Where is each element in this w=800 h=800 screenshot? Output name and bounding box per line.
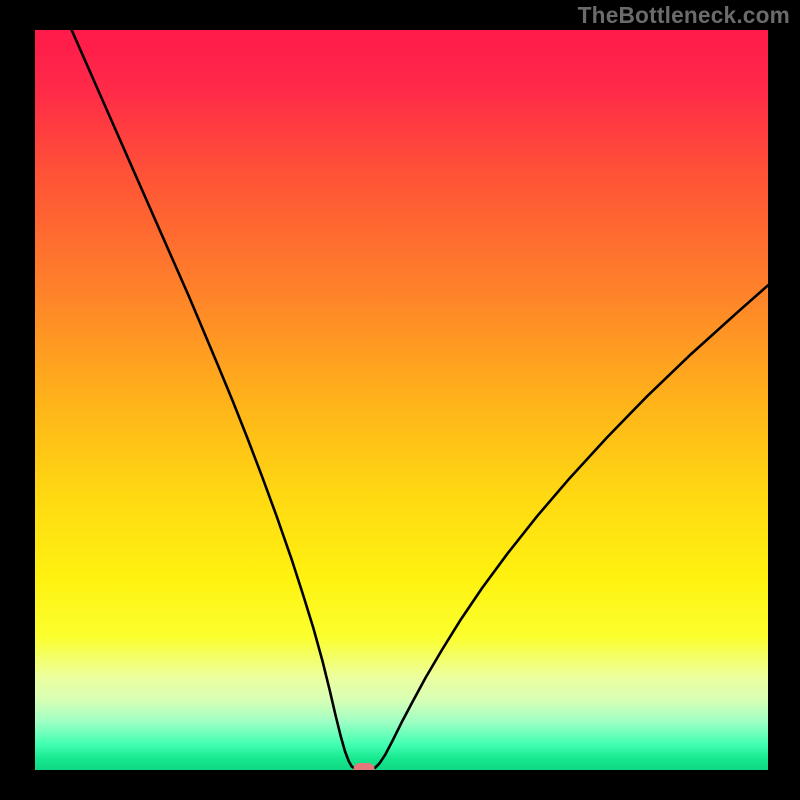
optimum-marker [354,763,375,770]
watermark-text: TheBottleneck.com [578,2,790,29]
chart-frame: TheBottleneck.com [0,0,800,800]
curve-layer [35,30,768,770]
bottleneck-curve [72,30,768,769]
plot-area [35,30,768,770]
